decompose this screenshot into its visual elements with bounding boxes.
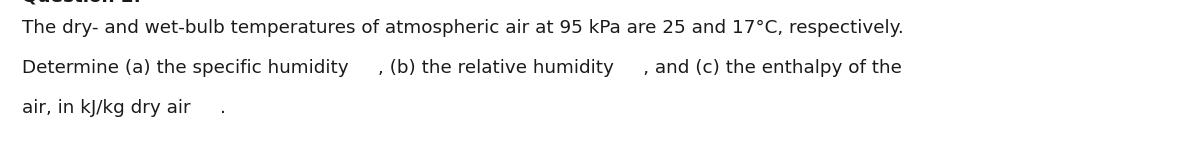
Text: Question 2.: Question 2. xyxy=(22,0,140,6)
Text: air, in kJ/kg dry air     .: air, in kJ/kg dry air . xyxy=(22,99,226,117)
Text: Determine (a) the specific humidity     , (b) the relative humidity     , and (c: Determine (a) the specific humidity , (b… xyxy=(22,59,902,77)
Text: The dry- and wet-bulb temperatures of atmospheric air at 95 kPa are 25 and 17°C,: The dry- and wet-bulb temperatures of at… xyxy=(22,19,904,37)
